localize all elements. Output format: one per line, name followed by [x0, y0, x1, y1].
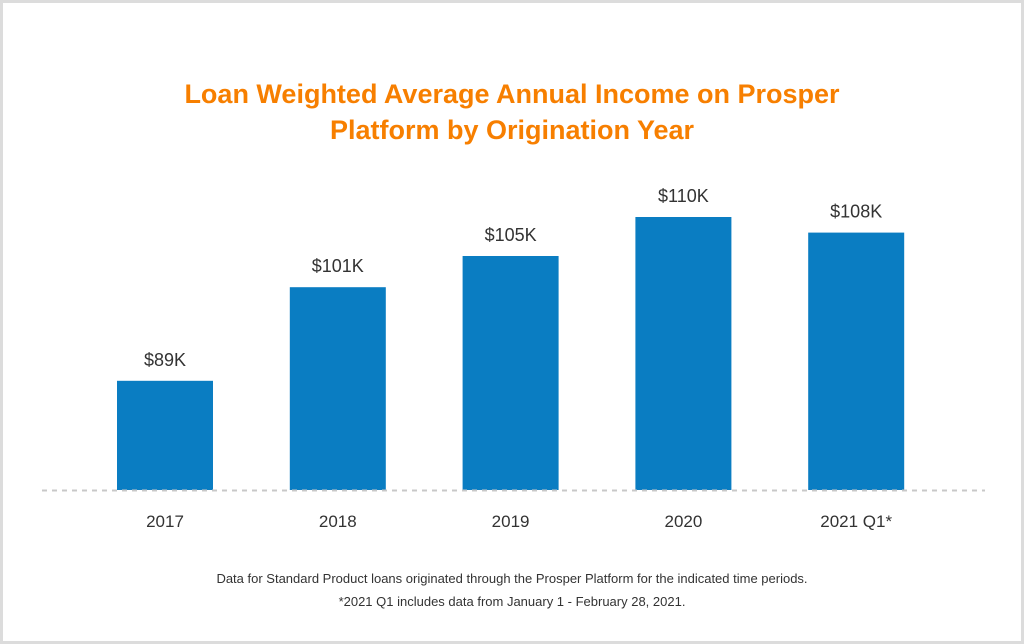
- bar-2021q1: [808, 232, 905, 490]
- bar-2017: [117, 380, 213, 490]
- footnote-2: *2021 Q1 includes data from January 1 - …: [338, 594, 686, 609]
- x-tick-label: 2017: [146, 512, 184, 531]
- x-tick-label: 2021 Q1*: [820, 512, 892, 531]
- footnote-1: Data for Standard Product loans originat…: [216, 571, 808, 586]
- x-tick-label: 2020: [664, 512, 702, 531]
- x-tick-label: 2019: [492, 512, 530, 531]
- data-label: $101K: [312, 256, 364, 276]
- data-label: $89K: [144, 350, 186, 370]
- chart-title-line-2: Platform by Origination Year: [329, 115, 695, 145]
- chart-title: Loan Weighted Average Annual Income on P…: [0, 76, 1024, 148]
- data-label: $108K: [830, 202, 882, 222]
- data-label: $110K: [658, 186, 709, 206]
- chart-title-line-1: Loan Weighted Average Annual Income on P…: [184, 79, 840, 109]
- data-label: $105K: [485, 225, 537, 245]
- bar-2020: [635, 217, 732, 490]
- bar-2019: [462, 256, 559, 490]
- bar-2018: [289, 287, 386, 490]
- x-tick-label: 2018: [319, 512, 357, 531]
